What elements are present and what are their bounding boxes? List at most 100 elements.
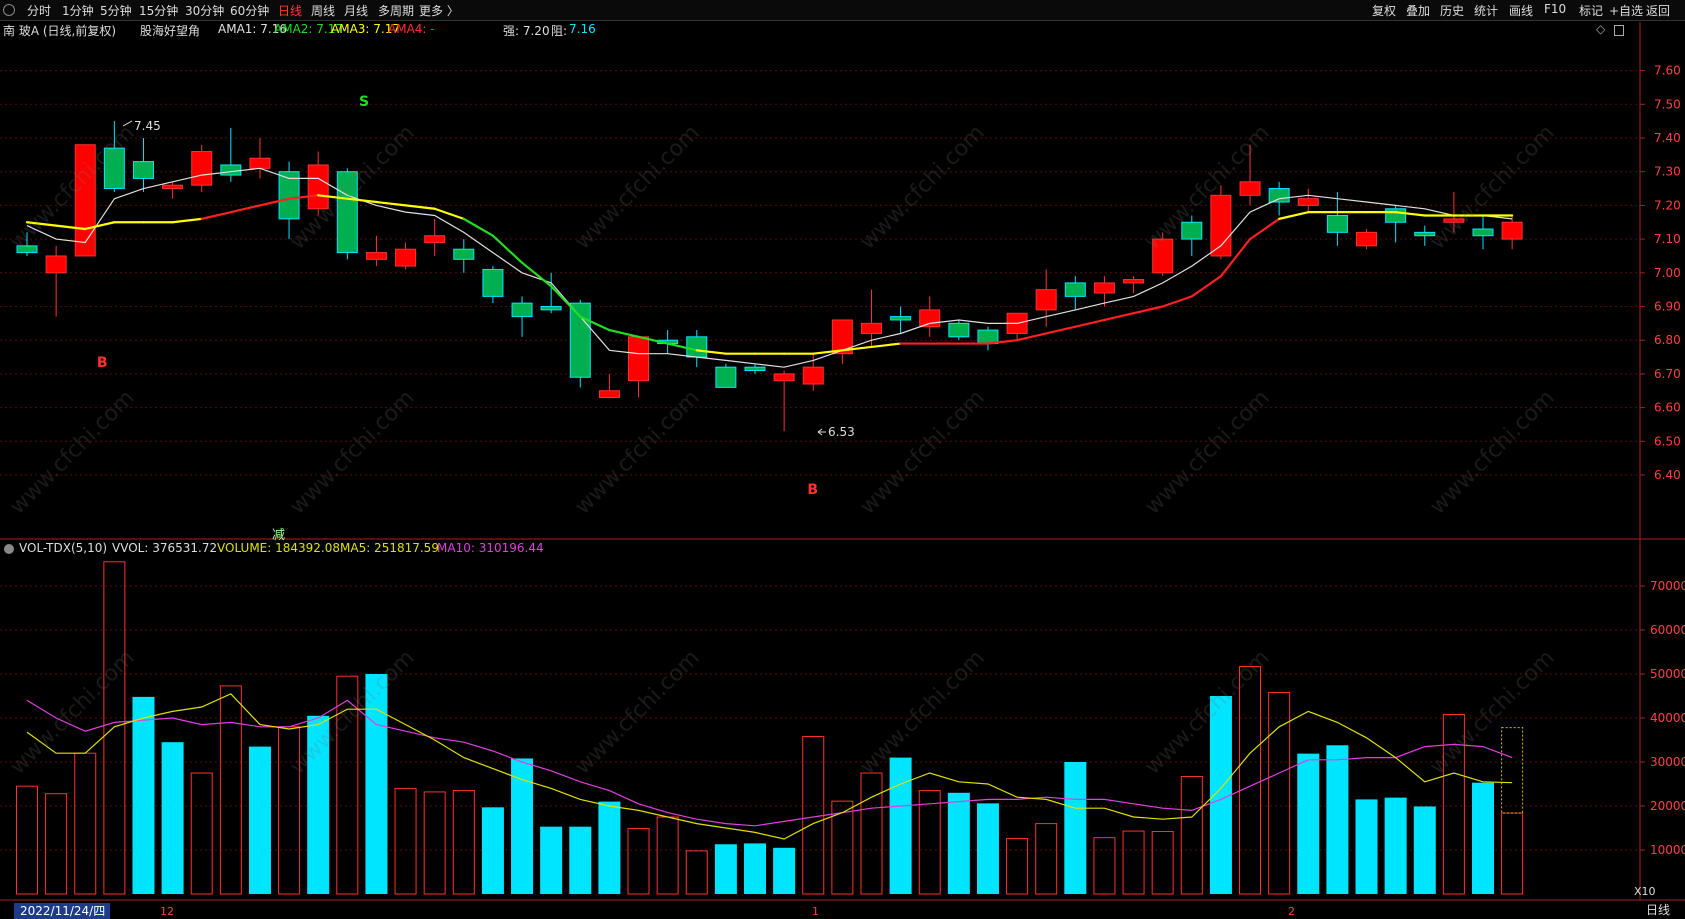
volume-bar — [627, 827, 650, 895]
volume-bar — [860, 772, 883, 895]
ama-main-segment — [1190, 275, 1223, 298]
candle — [45, 245, 67, 317]
watermark: www.cfchi.com — [285, 645, 420, 780]
watermark: www.cfchi.com — [570, 120, 705, 255]
price-tick-11: 7.50 — [1654, 97, 1681, 111]
ama-main-segment — [520, 261, 553, 288]
volume-ma-lines — [26, 693, 1513, 840]
volume-bar — [773, 847, 796, 894]
signal-0: B — [97, 355, 108, 371]
volume-collapse-icon[interactable] — [4, 544, 14, 554]
watermark: www.cfchi.com — [855, 645, 990, 780]
toolbar-action-3[interactable]: 统计 — [1474, 4, 1499, 18]
stock-title[interactable]: 南 玻A (日线,前复权) — [3, 24, 117, 38]
watermark: www.cfchi.com — [285, 120, 420, 255]
volume-bar — [74, 752, 97, 895]
volume-bar — [278, 726, 301, 895]
ama-main-segment — [84, 221, 116, 231]
month-mark-1: 1 — [812, 905, 819, 918]
volume-bar — [423, 791, 446, 895]
signal-2: B — [807, 482, 818, 498]
volume-bar — [190, 772, 213, 895]
toolbar-action-7[interactable]: +自选 — [1609, 4, 1644, 18]
toolbar-action-6[interactable]: 标记 — [1579, 4, 1604, 18]
toolbar-tab-5[interactable]: 60分钟 — [230, 4, 270, 18]
candle — [977, 326, 999, 351]
toolbar-menu-icon[interactable] — [3, 4, 15, 16]
candle — [74, 144, 96, 257]
candle — [1210, 185, 1232, 260]
resist-value: 7.16 — [569, 22, 596, 36]
watermark: www.cfchi.com — [5, 385, 140, 520]
ama2-value: AMA2: 7.17 — [274, 22, 343, 36]
price-tick-6: 7.00 — [1654, 266, 1681, 280]
toolbar-tab-9[interactable]: 多周期 — [378, 4, 415, 18]
low-price-label: 6.53 — [828, 425, 855, 439]
volume-bar — [103, 561, 126, 895]
toolbar-action-1[interactable]: 叠加 — [1406, 4, 1431, 18]
toolbar-action-5[interactable]: F10 — [1544, 2, 1567, 16]
candle — [278, 161, 300, 240]
volume-bar — [1268, 691, 1291, 895]
ama-main-segment — [870, 342, 902, 349]
toolbar-tab-8[interactable]: 月线 — [344, 4, 369, 18]
ama-main-segment — [1278, 211, 1310, 220]
candle — [628, 336, 650, 398]
price-tick-2: 6.60 — [1654, 401, 1681, 415]
ama-main-segment — [375, 200, 407, 207]
watermark: www.cfchi.com — [1425, 120, 1560, 255]
toolbar-action-2[interactable]: 历史 — [1440, 4, 1465, 18]
period-label[interactable]: 日线 — [1646, 903, 1670, 917]
toolbar-action-4[interactable]: 画线 — [1509, 4, 1534, 18]
candle — [657, 330, 679, 354]
ama-main-segment — [229, 204, 262, 214]
volume-bar — [1209, 696, 1232, 894]
candle — [1006, 312, 1028, 341]
watermark: www.cfchi.com — [855, 385, 990, 520]
watermark: www.cfchi.com — [5, 120, 140, 255]
volume-bar — [394, 787, 417, 895]
toolbar-tab-1[interactable]: 1分钟 — [62, 4, 94, 18]
toolbar-tab-0[interactable]: 分时 — [27, 4, 52, 18]
toolbar-tab-2[interactable]: 5分钟 — [100, 4, 132, 18]
ama-main-segment — [1248, 217, 1281, 241]
candle — [1385, 205, 1407, 243]
candle — [919, 296, 941, 337]
candle — [540, 272, 562, 314]
volume-tick-6: 70000 — [1650, 579, 1685, 593]
window-toggle-icon[interactable] — [1614, 25, 1624, 36]
price-tick-8: 7.20 — [1654, 198, 1681, 212]
diamond-icon[interactable]: ◇ — [1596, 22, 1606, 36]
price-tick-9: 7.30 — [1654, 165, 1681, 179]
toolbar-tab-3[interactable]: 15分钟 — [139, 4, 179, 18]
price-tick-0: 6.40 — [1654, 468, 1681, 482]
candle — [1093, 276, 1115, 307]
volume-bar — [685, 850, 708, 895]
volume-bar — [161, 742, 184, 894]
ama-main-segment — [171, 217, 203, 224]
candle — [1356, 228, 1378, 250]
strong-value: 强: 7.20 — [503, 24, 550, 38]
ama-lines — [25, 167, 1514, 368]
ama-main-segment — [1219, 238, 1252, 278]
toolbar-tab-10[interactable]: 更多 〉 — [419, 4, 459, 18]
candle — [802, 353, 824, 391]
toolbar-tab-6[interactable]: 日线 — [278, 4, 303, 18]
toolbar-action-8[interactable]: 返回 — [1646, 4, 1671, 18]
volume-bar — [976, 803, 999, 894]
volume-tick-3: 40000 — [1650, 711, 1685, 725]
toolbar-action-0[interactable]: 复权 — [1372, 4, 1397, 18]
ama-main-segment — [1074, 318, 1106, 328]
volume-bar — [598, 801, 621, 894]
volume-bar — [947, 792, 970, 894]
toolbar-tab-4[interactable]: 30分钟 — [185, 4, 225, 18]
watermark: www.cfchi.com — [570, 645, 705, 780]
volume-indicator-name[interactable]: VOL-TDX(5,10) — [19, 541, 108, 555]
volume-bar — [132, 696, 155, 894]
indicator-name[interactable]: 股海好望角 — [140, 24, 201, 38]
toolbar-tab-7[interactable]: 周线 — [311, 4, 336, 18]
period-toolbar: 分时 1分钟 5分钟 15分钟 30分钟 60分钟 日线 周线 月线 多周期 更多 〉 复权 叠加 历史… — [0, 0, 1685, 21]
ama-main-segment — [317, 194, 349, 200]
volume-bar — [1006, 838, 1029, 895]
